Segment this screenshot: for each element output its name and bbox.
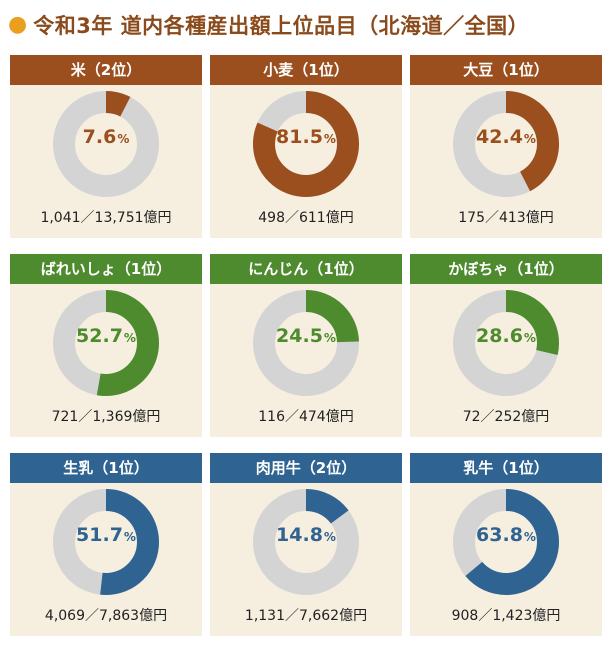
donut-share-slice <box>253 91 359 197</box>
donut-chart <box>453 489 559 595</box>
donut-chart <box>253 91 359 197</box>
chart-title: にんじん（1位） <box>210 254 402 284</box>
amount-label: 4,069／7,863億円 <box>44 608 168 624</box>
donut-chart <box>53 489 159 595</box>
percentage-label: 24.5% <box>210 325 402 349</box>
chart-grid: 米（2位） 7.6% 1,041／13,751億円 小麦（1位） 81.5% 4… <box>10 55 602 636</box>
chart-card: 乳牛（1位） 63.8% 908／1,423億円 <box>410 453 602 636</box>
percentage-unit: % <box>323 530 336 544</box>
chart-title: かぼちゃ（1位） <box>410 254 602 284</box>
page-title: ● 令和3年 道内各種産出額上位品目（北海道／全国） <box>8 8 529 42</box>
chart-title: ばれいしょ（1位） <box>10 254 202 284</box>
percentage-label: 28.6% <box>410 325 602 349</box>
chart-title: 生乳（1位） <box>10 453 202 483</box>
donut-share-slice <box>453 290 559 396</box>
amount-label: 72／252億円 <box>462 409 550 425</box>
percentage-value: 42.4 <box>476 126 523 148</box>
percentage-unit: % <box>123 530 136 544</box>
percentage-value: 7.6 <box>82 126 117 148</box>
chart-card: ばれいしょ（1位） 52.7% 721／1,369億円 <box>10 254 202 437</box>
percentage-unit: % <box>323 331 336 345</box>
chart-card: 生乳（1位） 51.7% 4,069／7,863億円 <box>10 453 202 636</box>
donut-share-slice <box>53 489 159 595</box>
amount-label: 1,131／7,662億円 <box>244 608 368 624</box>
percentage-unit: % <box>117 132 130 146</box>
amount-label: 498／611億円 <box>258 210 354 226</box>
percentage-unit: % <box>523 530 536 544</box>
percentage-value: 14.8 <box>276 524 323 546</box>
chart-card: 大豆（1位） 42.4% 175／413億円 <box>410 55 602 238</box>
donut-share-slice <box>253 489 359 595</box>
percentage-unit: % <box>323 132 336 146</box>
percentage-value: 81.5 <box>276 126 323 148</box>
donut-share-slice <box>253 290 359 396</box>
chart-title: 肉用牛（2位） <box>210 453 402 483</box>
percentage-label: 63.8% <box>410 524 602 548</box>
bullet-icon: ● <box>8 12 28 37</box>
chart-title: 乳牛（1位） <box>410 453 602 483</box>
page-title-text: 令和3年 道内各種産出額上位品目（北海道／全国） <box>33 14 530 38</box>
percentage-unit: % <box>123 331 136 345</box>
percentage-value: 63.8 <box>476 524 523 546</box>
percentage-label: 42.4% <box>410 126 602 150</box>
percentage-unit: % <box>523 331 536 345</box>
donut-share-slice <box>453 489 559 595</box>
chart-title: 小麦（1位） <box>210 55 402 85</box>
percentage-value: 51.7 <box>76 524 123 546</box>
amount-label: 1,041／13,751億円 <box>40 210 172 226</box>
percentage-value: 28.6 <box>476 325 523 347</box>
chart-title: 大豆（1位） <box>410 55 602 85</box>
amount-label: 116／474億円 <box>258 409 354 425</box>
chart-title: 米（2位） <box>10 55 202 85</box>
percentage-label: 7.6% <box>10 126 202 150</box>
donut-chart <box>253 489 359 595</box>
percentage-value: 52.7 <box>76 325 123 347</box>
percentage-label: 14.8% <box>210 524 402 548</box>
chart-card: 小麦（1位） 81.5% 498／611億円 <box>210 55 402 238</box>
percentage-unit: % <box>523 132 536 146</box>
percentage-label: 52.7% <box>10 325 202 349</box>
amount-label: 721／1,369億円 <box>51 409 161 425</box>
chart-card: 肉用牛（2位） 14.8% 1,131／7,662億円 <box>210 453 402 636</box>
chart-card: にんじん（1位） 24.5% 116／474億円 <box>210 254 402 437</box>
donut-chart <box>253 290 359 396</box>
percentage-value: 24.5 <box>276 325 323 347</box>
chart-card: かぼちゃ（1位） 28.6% 72／252億円 <box>410 254 602 437</box>
percentage-label: 81.5% <box>210 126 402 150</box>
donut-chart <box>453 91 559 197</box>
donut-share-slice <box>53 91 159 197</box>
donut-chart <box>53 91 159 197</box>
amount-label: 175／413億円 <box>458 210 554 226</box>
amount-label: 908／1,423億円 <box>451 608 561 624</box>
donut-chart <box>53 290 159 396</box>
percentage-label: 51.7% <box>10 524 202 548</box>
donut-share-slice <box>453 91 559 197</box>
chart-card: 米（2位） 7.6% 1,041／13,751億円 <box>10 55 202 238</box>
donut-share-slice <box>53 290 159 396</box>
donut-chart <box>453 290 559 396</box>
